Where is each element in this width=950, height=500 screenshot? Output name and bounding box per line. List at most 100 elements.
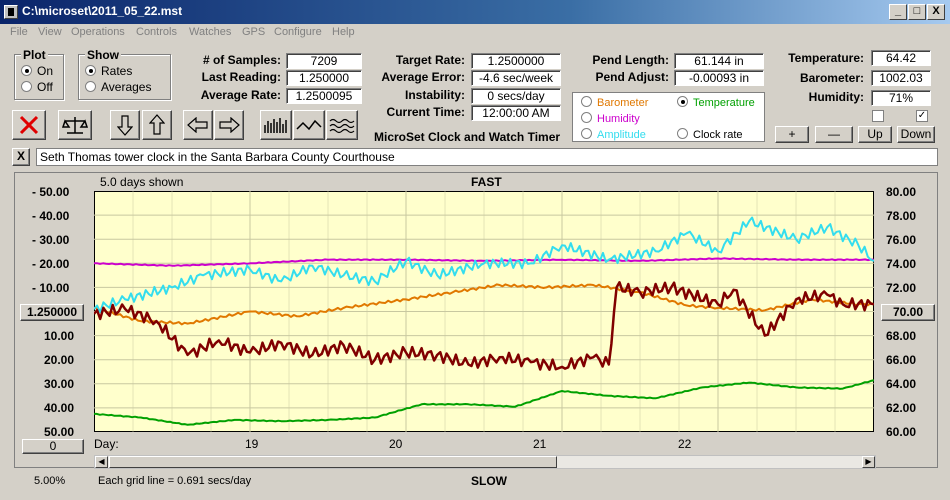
menu-help[interactable]: Help — [332, 26, 355, 38]
days-shown-label: 5.0 days shown — [100, 175, 184, 189]
temperature-label: Temperature — [693, 97, 755, 109]
rate-chart[interactable] — [94, 191, 874, 432]
average-error-label: Average Error: — [381, 70, 465, 84]
amplitude-radio[interactable]: Amplitude — [581, 128, 646, 141]
humidity-field: 71% — [871, 90, 931, 106]
right-axis-tick: 72.00 — [886, 281, 917, 295]
right-axis-tick: 78.00 — [886, 209, 917, 223]
temperature-field: 64.42 — [871, 50, 931, 66]
average-rate-field: 1.2500095 — [286, 88, 362, 104]
menu-view[interactable]: View — [38, 26, 62, 38]
right-axis-tick: 68.00 — [886, 329, 917, 343]
arrow-right-icon — [219, 117, 240, 133]
right-axis-tick: 60.00 — [886, 425, 917, 439]
left-axis-tick: - 50.00 — [32, 185, 70, 199]
day-tick: 22 — [678, 437, 692, 451]
current-time-label: Current Time: — [386, 105, 465, 119]
series-line-temperature — [94, 379, 874, 426]
left-axis-tick: - 20.00 — [32, 257, 70, 271]
scroll-thumb[interactable] — [109, 456, 557, 468]
window-title: C:\microset\2011_05_22.mst — [22, 4, 183, 18]
close-window-button[interactable]: X — [927, 4, 945, 20]
humidity-radio[interactable]: Humidity — [581, 112, 640, 125]
slow-label: SLOW — [471, 474, 507, 488]
show-rates-radio[interactable]: Rates — [85, 64, 132, 78]
plot-off-radio[interactable]: Off — [21, 80, 53, 94]
line-plot-button[interactable] — [293, 110, 325, 140]
day-tick: 20 — [389, 437, 403, 451]
temperature-reading-label: Temperature: — [788, 51, 864, 65]
instability-field: 0 secs/day — [471, 88, 561, 104]
arrow-left-icon — [187, 117, 208, 133]
current-time-field: 12:00:00 AM — [471, 105, 561, 121]
menu-bar: File View Operations Controls Watches GP… — [0, 24, 950, 42]
histogram-button[interactable] — [260, 110, 292, 140]
title-bar: C:\microset\2011_05_22.mst _ □ X — [0, 0, 950, 24]
radio-dot-icon — [21, 65, 32, 76]
scroll-down-button[interactable] — [110, 110, 140, 140]
series-line-amplitude — [94, 216, 874, 314]
scroll-left-button[interactable] — [183, 110, 213, 140]
horizontal-scrollbar[interactable]: ◀ ▶ — [94, 455, 876, 469]
scroll-left-arrow-icon[interactable]: ◀ — [95, 456, 108, 468]
down-button[interactable]: Down — [897, 126, 935, 143]
right-axis-tick: 64.00 — [886, 377, 917, 391]
line-chart-icon — [296, 119, 322, 131]
clock-rate-radio[interactable]: Clock rate — [677, 128, 743, 141]
series-select-group: Barometer Temperature Humidity Amplitude… — [572, 92, 765, 142]
balance-button[interactable] — [58, 110, 92, 140]
barometer-radio[interactable]: Barometer — [581, 96, 648, 109]
last-reading-label: Last Reading: — [201, 70, 281, 84]
minimize-button[interactable]: _ — [889, 4, 907, 20]
target-rate-field[interactable]: 1.2500000 — [471, 53, 561, 69]
description-field[interactable]: Seth Thomas tower clock in the Santa Bar… — [36, 148, 938, 166]
day-tick: 19 — [245, 437, 259, 451]
minus-button[interactable]: — — [815, 126, 853, 143]
radio-dot-icon — [677, 128, 688, 139]
left-axis-tick: 40.00 — [44, 401, 75, 415]
menu-watches[interactable]: Watches — [189, 26, 232, 38]
left-axis-tick: 50.00 — [44, 425, 75, 439]
wave-plot-button[interactable] — [326, 110, 358, 140]
left-axis-tick: 30.00 — [44, 377, 75, 391]
menu-controls[interactable]: Controls — [136, 26, 177, 38]
show-averages-radio[interactable]: Averages — [85, 80, 151, 94]
radio-dot-icon — [581, 128, 592, 139]
show-rates-label: Rates — [101, 64, 133, 78]
clear-data-button[interactable] — [12, 110, 46, 140]
right-axis-tick: 62.00 — [886, 401, 917, 415]
day-axis-label: Day: — [94, 437, 119, 451]
average-error-field: -4.6 sec/week — [471, 70, 561, 86]
temperature-radio[interactable]: Temperature — [677, 96, 755, 109]
maximize-button[interactable]: □ — [908, 4, 926, 20]
radio-dot-icon — [21, 81, 32, 92]
last-reading-field: 1.250000 — [286, 70, 362, 86]
left-axis-tick: - 40.00 — [32, 209, 70, 223]
plot-on-radio[interactable]: On — [21, 64, 53, 78]
app-icon[interactable] — [4, 5, 18, 19]
barometer-field: 1002.03 — [871, 70, 931, 86]
checkbox-left[interactable] — [872, 110, 884, 122]
zero-button[interactable]: 0 — [22, 439, 84, 454]
menu-file[interactable]: File — [10, 26, 28, 38]
samples-label: # of Samples: — [202, 53, 281, 67]
left-axis-tick: - 10.00 — [32, 281, 70, 295]
menu-operations[interactable]: Operations — [71, 26, 125, 38]
clear-description-button[interactable]: X — [12, 148, 30, 166]
red-x-icon — [19, 115, 39, 135]
scroll-right-button[interactable] — [214, 110, 244, 140]
samples-field: 7209 — [286, 53, 362, 69]
plus-button[interactable]: + — [775, 126, 809, 143]
scroll-right-arrow-icon[interactable]: ▶ — [862, 456, 875, 468]
right-center-button[interactable]: 70.00 — [881, 304, 935, 321]
scroll-up-button[interactable] — [142, 110, 172, 140]
menu-gps[interactable]: GPS — [242, 26, 266, 38]
checkbox-right[interactable]: ✓ — [916, 110, 928, 122]
balance-scale-icon — [62, 117, 88, 134]
show-averages-label: Averages — [101, 80, 152, 94]
plot-group-title: Plot — [21, 48, 48, 62]
center-rate-button[interactable]: 1.250000 — [20, 304, 84, 321]
menu-configure[interactable]: Configure — [274, 26, 322, 38]
up-button[interactable]: Up — [858, 126, 892, 143]
plot-group: Plot On Off — [14, 48, 64, 100]
